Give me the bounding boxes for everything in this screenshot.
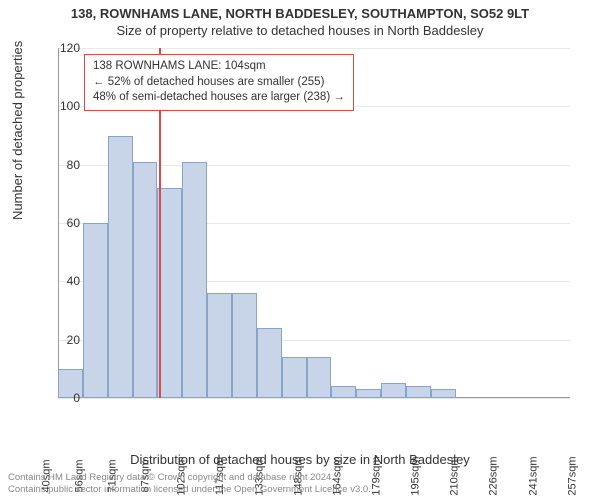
x-tick-labels: 40sqm56sqm71sqm87sqm102sqm117sqm133sqm14… [58,400,570,460]
histogram-bar [257,328,282,398]
x-axis-title: Distribution of detached houses by size … [0,452,600,467]
histogram-bar [331,386,356,398]
histogram-bar [232,293,257,398]
title-main: 138, ROWNHAMS LANE, NORTH BADDESLEY, SOU… [0,0,600,21]
property-info-box: 138 ROWNHAMS LANE: 104sqm← 52% of detach… [84,54,354,111]
info-box-line: 48% of semi-detached houses are larger (… [93,90,345,106]
y-axis-title: Number of detached properties [10,41,25,220]
histogram-bar [157,188,182,398]
grid-line [58,398,570,399]
histogram-bar [381,383,406,398]
title-sub: Size of property relative to detached ho… [0,21,600,38]
y-tick-label: 20 [50,333,80,347]
y-tick-label: 40 [50,274,80,288]
histogram-bar [406,386,431,398]
y-tick-label: 100 [50,99,80,113]
info-box-line: 138 ROWNHAMS LANE: 104sqm [93,59,345,75]
histogram-bar [108,136,133,399]
plot: 138 ROWNHAMS LANE: 104sqm← 52% of detach… [58,48,570,398]
histogram-bar [207,293,232,398]
y-tick-label: 80 [50,158,80,172]
chart-plot-area: 138 ROWNHAMS LANE: 104sqm← 52% of detach… [58,48,570,398]
y-tick-label: 0 [50,391,80,405]
y-tick-label: 120 [50,41,80,55]
footer-line-1: Contains HM Land Registry data © Crown c… [8,472,371,484]
histogram-bar [307,357,332,398]
info-box-line: ← 52% of detached houses are smaller (25… [93,75,345,91]
histogram-bar [182,162,207,398]
histogram-bar [83,223,108,398]
histogram-bar [431,389,456,398]
footer-attribution: Contains HM Land Registry data © Crown c… [8,472,371,496]
histogram-bar [282,357,307,398]
histogram-bar [356,389,381,398]
histogram-bar [133,162,158,398]
footer-line-2: Contains public sector information licen… [8,484,371,496]
y-tick-label: 60 [50,216,80,230]
